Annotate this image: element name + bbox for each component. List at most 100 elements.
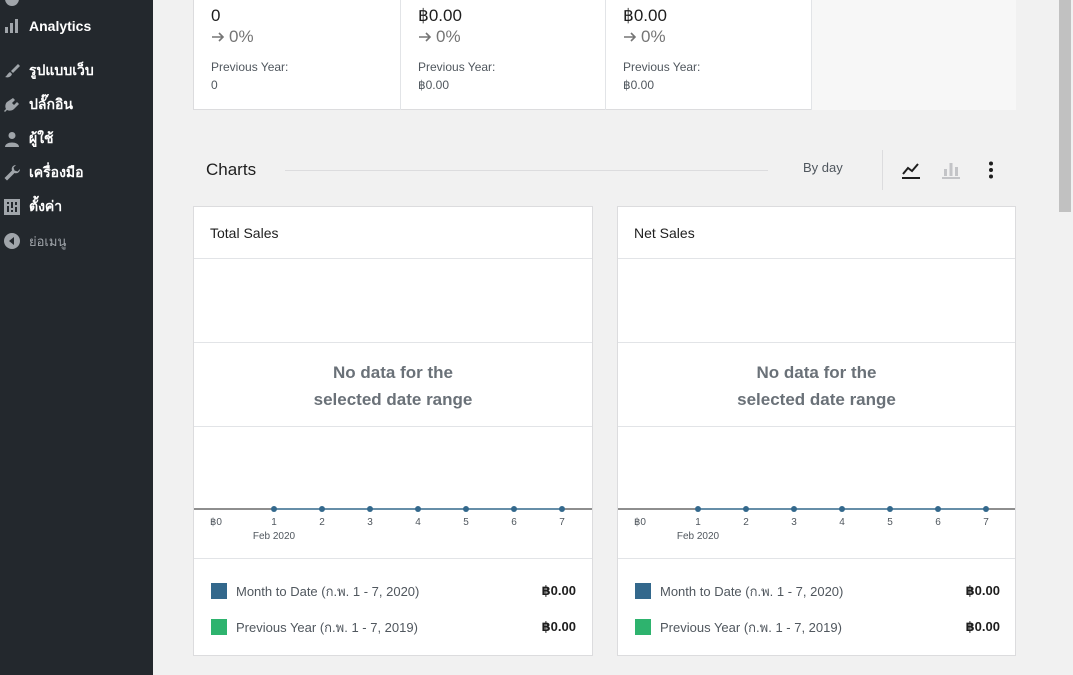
legend-label: Previous Year (ก.พ. 1 - 7, 2019): [236, 619, 418, 635]
x-tick-label: 7: [983, 517, 989, 528]
legend-swatch: [211, 619, 227, 635]
legend-item[interactable]: Month to Date (ก.พ. 1 - 7, 2020) ฿0.00: [211, 582, 576, 600]
line-chart-toggle[interactable]: [899, 158, 923, 182]
x-tick-label: 2: [319, 517, 325, 528]
stat-previous-value: 0: [211, 78, 218, 92]
legend-item[interactable]: Previous Year (ก.พ. 1 - 7, 2019) ฿0.00: [211, 618, 576, 636]
data-point: [695, 506, 701, 512]
legend-item[interactable]: Month to Date (ก.พ. 1 - 7, 2020) ฿0.00: [635, 582, 1000, 600]
data-point: [743, 506, 749, 512]
data-point: [887, 506, 893, 512]
line-chart: ฿0 1 2 3 4 5 6 7 Feb 2020: [194, 506, 592, 542]
chart-card-title: Total Sales: [210, 225, 279, 241]
no-data-line: selected date range: [737, 390, 896, 409]
sidebar-item-label: ย่อเมนู: [29, 233, 67, 249]
data-point: [271, 506, 277, 512]
arrow-right-icon: [212, 32, 225, 42]
stat-delta-value: 0%: [641, 27, 666, 46]
card-divider: [618, 258, 1015, 259]
chart-gridline: [194, 342, 592, 343]
y-tick-label: ฿0: [210, 517, 222, 528]
stat-value: ฿0.00: [418, 6, 462, 25]
legend-value: ฿0.00: [541, 583, 576, 598]
bar-chart-icon: [3, 17, 21, 35]
sidebar-item-appearance[interactable]: รูปแบบเว็บ: [0, 57, 153, 85]
x-axis-sublabel: Feb 2020: [253, 531, 296, 542]
legend-swatch: [211, 583, 227, 599]
legend-swatch: [635, 619, 651, 635]
sidebar-item-label: ปลั๊กอิน: [29, 96, 73, 112]
no-data-message: No data for the selected date range: [194, 359, 592, 413]
interval-select[interactable]: By day: [803, 160, 843, 175]
sidebar-collapse-menu[interactable]: ย่อเมนู: [0, 227, 153, 255]
stat-previous-label: Previous Year:: [418, 60, 496, 74]
x-tick-label: 5: [463, 517, 469, 528]
x-tick-label: 6: [511, 517, 517, 528]
header-separator: [882, 150, 883, 190]
no-data-message: No data for the selected date range: [618, 359, 1015, 413]
legend-label: Month to Date (ก.พ. 1 - 7, 2020): [660, 583, 844, 599]
chart-gridline: [618, 342, 1015, 343]
data-point: [839, 506, 845, 512]
more-options-icon: [989, 161, 993, 179]
x-tick-label: 6: [935, 517, 941, 528]
sidebar-item-tools[interactable]: เครื่องมือ: [0, 159, 153, 187]
sidebar-item-label: ผู้ใช้: [29, 130, 54, 146]
stat-previous-label: Previous Year:: [623, 60, 701, 74]
x-tick-label: 3: [791, 517, 797, 528]
data-point: [983, 506, 989, 512]
x-tick-label: 2: [743, 517, 749, 528]
stat-delta-value: 0%: [229, 27, 254, 46]
sidebar-item-label: Analytics: [29, 18, 92, 34]
stat-previous-value: ฿0.00: [623, 78, 654, 92]
stat-card[interactable]: ฿0.00 0% Previous Year: ฿0.00: [605, 0, 811, 110]
data-point: [511, 506, 517, 512]
sidebar-item-label: ตั้งค่า: [29, 198, 63, 214]
legend-label: Month to Date (ก.พ. 1 - 7, 2020): [236, 583, 420, 599]
card-divider: [194, 258, 592, 259]
plug-icon: [3, 96, 21, 114]
x-tick-label: 5: [887, 517, 893, 528]
section-divider: [285, 170, 768, 171]
stat-card[interactable]: ฿0.00 0% Previous Year: ฿0.00: [400, 0, 605, 110]
x-tick-label: 3: [367, 517, 373, 528]
data-point: [367, 506, 373, 512]
no-data-line: No data for the: [756, 363, 877, 382]
stat-delta-value: 0%: [436, 27, 461, 46]
stat-delta: 0%: [211, 27, 254, 47]
sidebar-item-settings[interactable]: ตั้งค่า: [0, 193, 153, 221]
settings-icon: [3, 198, 21, 216]
user-icon: [3, 130, 21, 148]
data-point: [935, 506, 941, 512]
chart-gridline: [618, 426, 1015, 427]
x-tick-label: 7: [559, 517, 565, 528]
stat-previous-value: ฿0.00: [418, 78, 449, 92]
x-axis-sublabel: Feb 2020: [677, 531, 720, 542]
stat-value: ฿0.00: [623, 6, 667, 25]
chart-card-title: Net Sales: [634, 225, 695, 241]
sidebar-item-plugins[interactable]: ปลั๊กอิน: [0, 91, 153, 119]
stat-delta: 0%: [623, 27, 666, 47]
data-point: [791, 506, 797, 512]
bar-chart-icon: [942, 163, 960, 179]
chart-card-total-sales: Total Sales No data for the selected dat…: [193, 206, 593, 656]
sidebar-item-analytics[interactable]: Analytics: [0, 12, 153, 40]
legend-item[interactable]: Previous Year (ก.พ. 1 - 7, 2019) ฿0.00: [635, 618, 1000, 636]
sidebar-item-users[interactable]: ผู้ใช้: [0, 125, 153, 153]
card-divider: [194, 558, 592, 559]
menu-icon-partial: [5, 0, 19, 6]
x-tick-label: 1: [271, 517, 277, 528]
data-point: [559, 506, 565, 512]
stat-card[interactable]: 0 0% Previous Year: 0: [194, 0, 400, 110]
chart-more-options[interactable]: [979, 158, 1003, 182]
line-chart: ฿0 1 2 3 4 5 6 7 Feb 2020: [618, 506, 1015, 542]
chart-gridline: [194, 426, 592, 427]
legend-value: ฿0.00: [965, 583, 1000, 598]
x-tick-label: 4: [839, 517, 845, 528]
x-tick-label: 1: [695, 517, 701, 528]
card-divider: [618, 558, 1015, 559]
bar-chart-toggle[interactable]: [939, 158, 963, 182]
arrow-right-icon: [419, 32, 432, 42]
page-scrollbar-thumb[interactable]: [1059, 0, 1071, 212]
no-data-line: No data for the: [333, 363, 453, 382]
